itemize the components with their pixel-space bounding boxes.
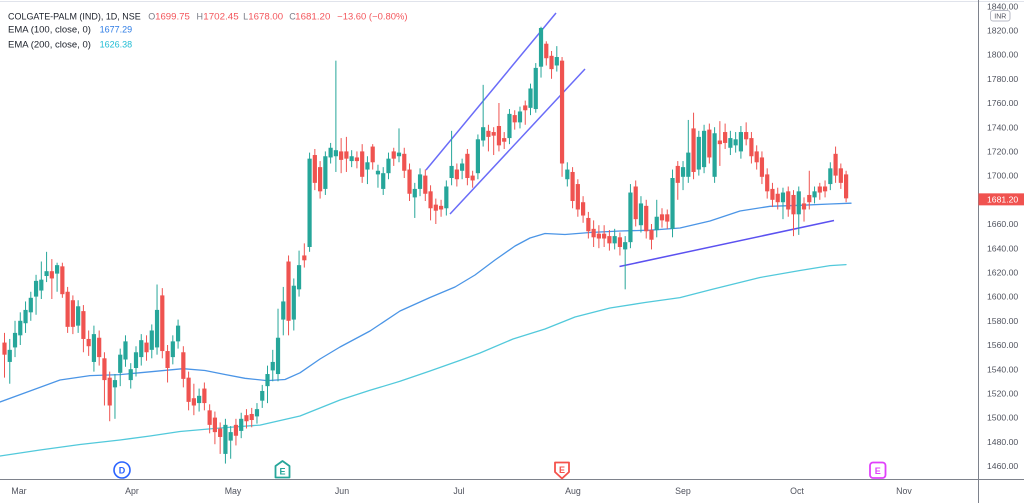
svg-text:D: D [119,466,126,476]
svg-text:Mar: Mar [11,486,26,496]
svg-text:1480.00: 1480.00 [987,437,1018,447]
svg-text:EMA (200, close, 0): EMA (200, close, 0) [8,39,91,49]
svg-text:Oct: Oct [790,486,804,496]
svg-text:Jul: Jul [453,486,464,496]
svg-text:L: L [243,11,248,21]
svg-text:1780.00: 1780.00 [987,74,1018,84]
svg-text:Aug: Aug [565,486,581,496]
svg-text:COLGATE-PALM (IND), 1D, NSE: COLGATE-PALM (IND), 1D, NSE [8,11,141,21]
svg-text:E: E [875,466,881,476]
svg-text:1720.00: 1720.00 [987,147,1018,157]
svg-text:EMA (100, close, 0): EMA (100, close, 0) [8,24,91,34]
svg-text:1702.45: 1702.45 [203,11,238,21]
svg-text:1640.00: 1640.00 [987,243,1018,253]
svg-text:1681.20: 1681.20 [295,11,330,21]
svg-text:−13.60 (−0.80%): −13.60 (−0.80%) [337,11,407,21]
svg-text:INR: INR [994,14,1006,21]
svg-text:1520.00: 1520.00 [987,389,1018,399]
svg-text:1600.00: 1600.00 [987,292,1018,302]
svg-text:Jun: Jun [335,486,349,496]
svg-text:Sep: Sep [675,486,691,496]
svg-text:1540.00: 1540.00 [987,364,1018,374]
svg-text:Nov: Nov [896,486,912,496]
svg-text:1800.00: 1800.00 [987,50,1018,60]
svg-text:1660.00: 1660.00 [987,219,1018,229]
svg-text:O: O [148,11,155,21]
svg-text:H: H [197,11,204,21]
svg-text:1500.00: 1500.00 [987,413,1018,423]
svg-text:E: E [279,467,285,477]
svg-text:1740.00: 1740.00 [987,122,1018,132]
svg-text:1700.00: 1700.00 [987,171,1018,181]
svg-text:1760.00: 1760.00 [987,98,1018,108]
svg-text:1678.00: 1678.00 [248,11,283,21]
svg-text:C: C [289,11,296,21]
svg-text:Apr: Apr [125,486,139,496]
svg-text:May: May [225,486,242,496]
svg-text:1681.20: 1681.20 [987,194,1018,204]
svg-text:1620.00: 1620.00 [987,268,1018,278]
svg-text:1560.00: 1560.00 [987,340,1018,350]
svg-text:1626.38: 1626.38 [100,39,133,49]
svg-text:1460.00: 1460.00 [987,461,1018,471]
svg-text:E: E [559,465,565,475]
svg-text:1677.29: 1677.29 [100,24,133,34]
svg-text:1840.00: 1840.00 [987,1,1018,11]
svg-text:1820.00: 1820.00 [987,26,1018,36]
svg-text:1699.75: 1699.75 [155,11,190,21]
svg-text:1580.00: 1580.00 [987,316,1018,326]
